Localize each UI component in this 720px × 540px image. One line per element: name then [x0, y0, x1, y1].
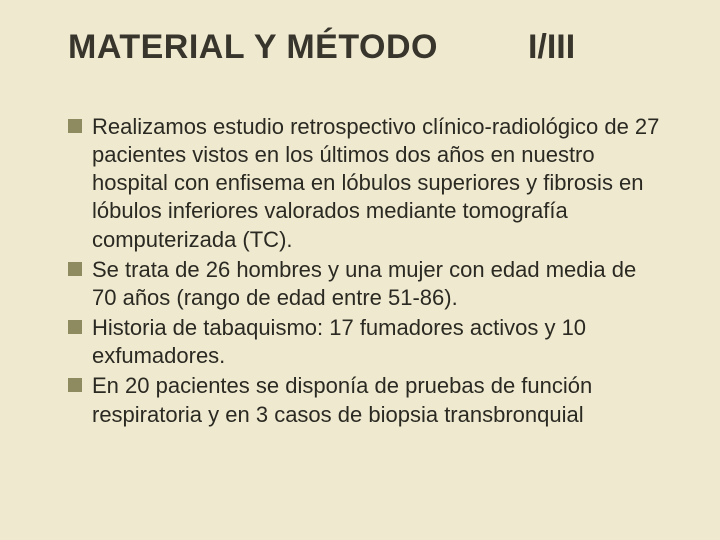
- list-item: Realizamos estudio retrospectivo clínico…: [68, 113, 660, 254]
- slide-number: I/III: [528, 28, 575, 67]
- bullet-text: Realizamos estudio retrospectivo clínico…: [92, 113, 660, 254]
- bullet-text: Se trata de 26 hombres y una mujer con e…: [92, 256, 660, 312]
- square-bullet-icon: [68, 320, 82, 334]
- bullet-text: Historia de tabaquismo: 17 fumadores act…: [92, 314, 660, 370]
- slide-body: Realizamos estudio retrospectivo clínico…: [0, 67, 720, 429]
- title-row: MATERIAL Y MÉTODO I/III: [0, 0, 720, 67]
- list-item: Historia de tabaquismo: 17 fumadores act…: [68, 314, 660, 370]
- list-item: Se trata de 26 hombres y una mujer con e…: [68, 256, 660, 312]
- bullet-text: En 20 pacientes se disponía de pruebas d…: [92, 372, 660, 428]
- list-item: En 20 pacientes se disponía de pruebas d…: [68, 372, 660, 428]
- square-bullet-icon: [68, 378, 82, 392]
- slide: MATERIAL Y MÉTODO I/III Realizamos estud…: [0, 0, 720, 540]
- square-bullet-icon: [68, 119, 82, 133]
- square-bullet-icon: [68, 262, 82, 276]
- slide-title: MATERIAL Y MÉTODO: [68, 28, 438, 67]
